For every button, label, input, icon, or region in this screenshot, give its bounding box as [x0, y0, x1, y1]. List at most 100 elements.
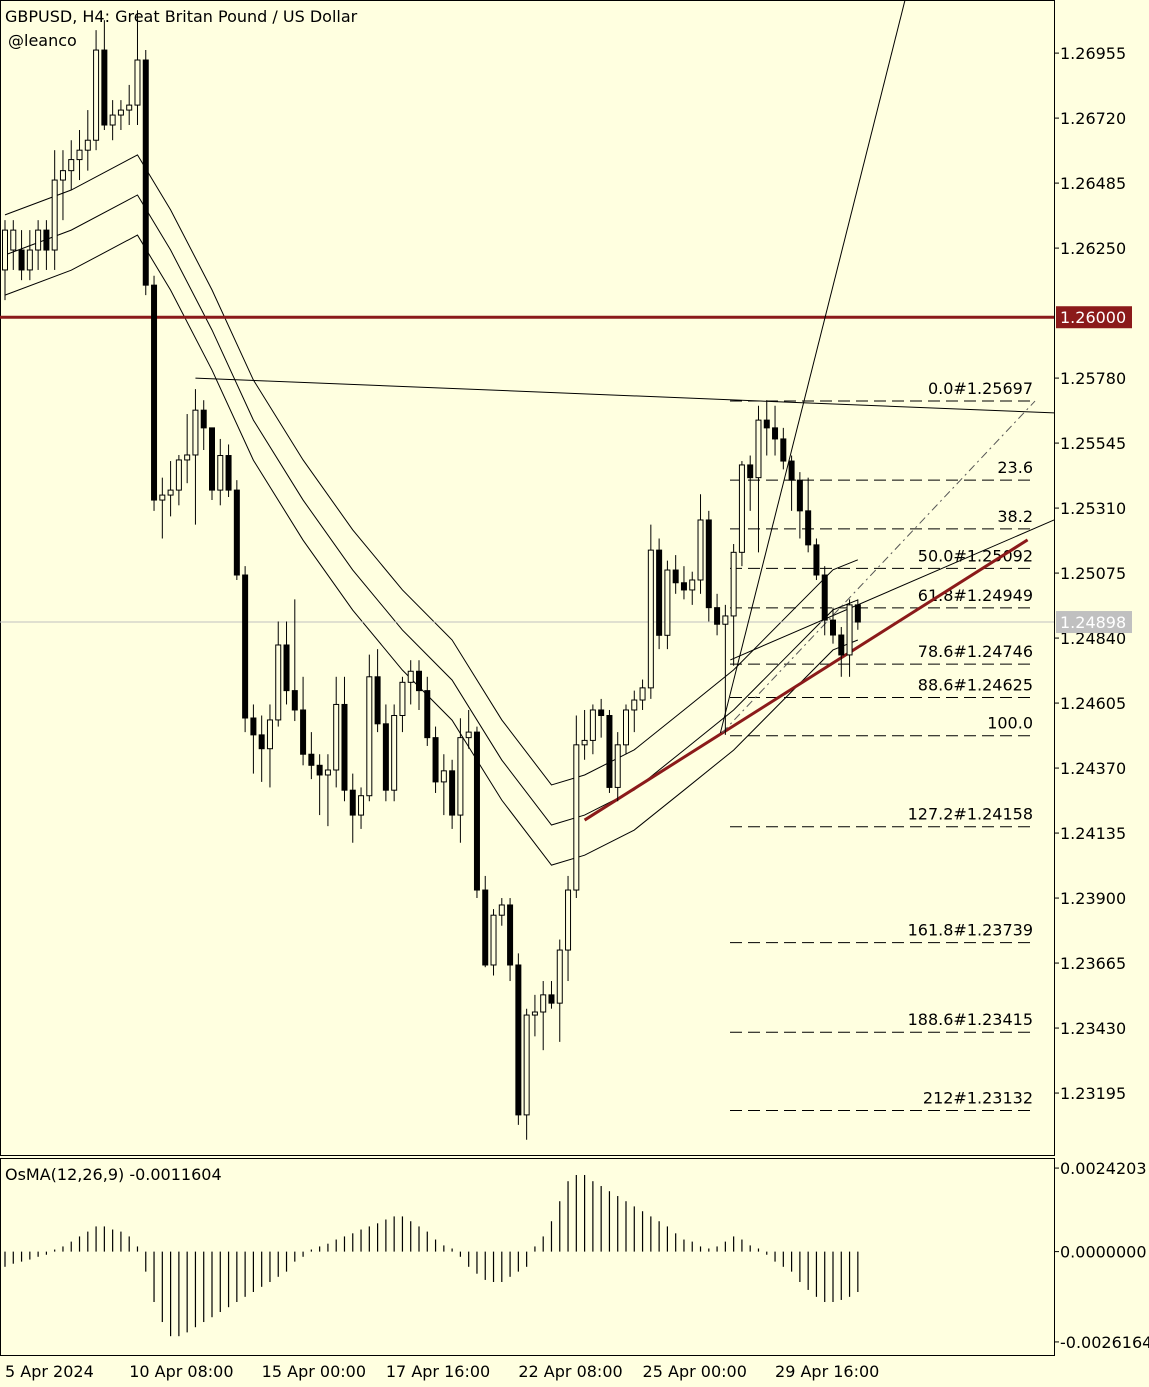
candle-body [830, 619, 836, 636]
candle-body [631, 699, 638, 711]
candle-body [308, 753, 315, 766]
candle-body [59, 170, 66, 181]
fib-label: 61.8#1.24949 [918, 586, 1033, 605]
candle-body [482, 889, 489, 966]
candle-body [407, 670, 414, 683]
main-plot: 0.0#1.25697 23.6 38.2 50.0#1.25092 61.8#1.24… [0, 0, 1054, 1140]
price-label: 1.24898 [1060, 613, 1126, 632]
candle-body [680, 582, 687, 591]
fib-label: 0.0#1.25697 [928, 379, 1033, 398]
y-tick-label: 0.0000000 [1060, 1243, 1147, 1262]
candle-body [507, 904, 514, 966]
y-tick-label: 1.23900 [1060, 889, 1126, 908]
candle-body [84, 139, 91, 151]
candle-body [457, 737, 464, 816]
candle-body [233, 489, 240, 576]
y-tick-label: 1.25780 [1060, 369, 1126, 388]
candle-body [266, 719, 273, 750]
candle-body [556, 949, 563, 1004]
candle-body [101, 49, 108, 126]
candle-body [43, 229, 50, 251]
candle-body [515, 964, 522, 1116]
candle-body [738, 464, 745, 553]
candle-body [763, 419, 770, 429]
candle-body [26, 249, 33, 271]
candle-body [217, 455, 224, 491]
candle-body [846, 604, 853, 656]
price-label-box [1056, 611, 1132, 634]
candle-body [598, 709, 605, 717]
candle-body [126, 104, 133, 111]
price-label-box [1056, 306, 1132, 329]
candle-body [772, 427, 779, 440]
candle-body [697, 519, 704, 581]
candle-body [333, 703, 340, 771]
y-tick-label: 1.25310 [1060, 499, 1126, 518]
candle-body [589, 709, 596, 741]
candle-body [76, 149, 83, 161]
candle-body [606, 715, 613, 788]
candle-body [35, 229, 42, 251]
x-tick-label: 25 Apr 00:00 [643, 1362, 747, 1381]
main-panel-frame [0, 0, 1055, 1156]
candle-body [167, 489, 174, 496]
x-tick-label: 29 Apr 16:00 [775, 1362, 879, 1381]
candle-body [184, 454, 191, 461]
candle-body [159, 494, 166, 501]
candle-body [581, 739, 588, 746]
candle-body [134, 59, 141, 106]
candle-body [291, 690, 298, 711]
candle-body [349, 789, 356, 816]
candle-body [449, 770, 456, 816]
candle-body [722, 615, 729, 625]
candle-body [573, 744, 580, 891]
overlay: 1.26955 1.26720 1.26485 1.26250 1.25780 1.255… [4, 44, 1149, 1381]
candle-body [647, 549, 654, 689]
candle-body [656, 549, 663, 636]
candle-body [473, 731, 480, 891]
candle-body [142, 59, 149, 286]
candle-body [540, 994, 547, 1013]
candle-body [490, 914, 497, 966]
candle-body [672, 569, 679, 584]
candle-body [780, 438, 787, 462]
y-tick-label: 1.26720 [1060, 109, 1126, 128]
y-tick-label: 1.23195 [1060, 1084, 1126, 1103]
candle-body [440, 770, 447, 783]
candle-body [18, 249, 25, 271]
candle-body [854, 604, 861, 623]
y-tick-label: 1.25075 [1060, 564, 1126, 583]
oscillator-title: OsMA(12,26,9) -0.0011604 [5, 1165, 222, 1184]
candle-body [175, 459, 182, 491]
x-tick-label: 17 Apr 16:00 [386, 1362, 490, 1381]
candle-body [689, 579, 696, 591]
candle-body [730, 551, 737, 617]
fib-label: 78.6#1.24746 [918, 642, 1033, 661]
candle-body [523, 1014, 530, 1116]
trend-line [730, 519, 1054, 661]
y-tick-label: 1.23665 [1060, 954, 1126, 973]
candle-body [705, 519, 712, 609]
fib-label: 38.2 [997, 507, 1033, 526]
fib-label: 127.2#1.24158 [908, 805, 1033, 824]
candle-body [192, 409, 199, 456]
oscillator-panel-frame [0, 1158, 1055, 1356]
fib-label: 212#1.23132 [923, 1088, 1033, 1107]
candle-body [250, 717, 257, 736]
candle-body [117, 109, 124, 116]
candle-body [623, 709, 629, 746]
candle-body [283, 644, 290, 692]
y-tick-label: 1.26250 [1060, 239, 1126, 258]
candle-body [805, 510, 812, 546]
fib-label: 88.6#1.24625 [918, 676, 1033, 695]
trend-line [721, 400, 1036, 734]
moving-average [4, 154, 859, 786]
candle-body [300, 709, 307, 755]
candle-body [382, 723, 389, 791]
candle-body [242, 574, 249, 719]
candle-body [788, 460, 795, 481]
candle-body [714, 607, 721, 625]
candle-body [374, 676, 381, 725]
moving-average [4, 194, 859, 826]
